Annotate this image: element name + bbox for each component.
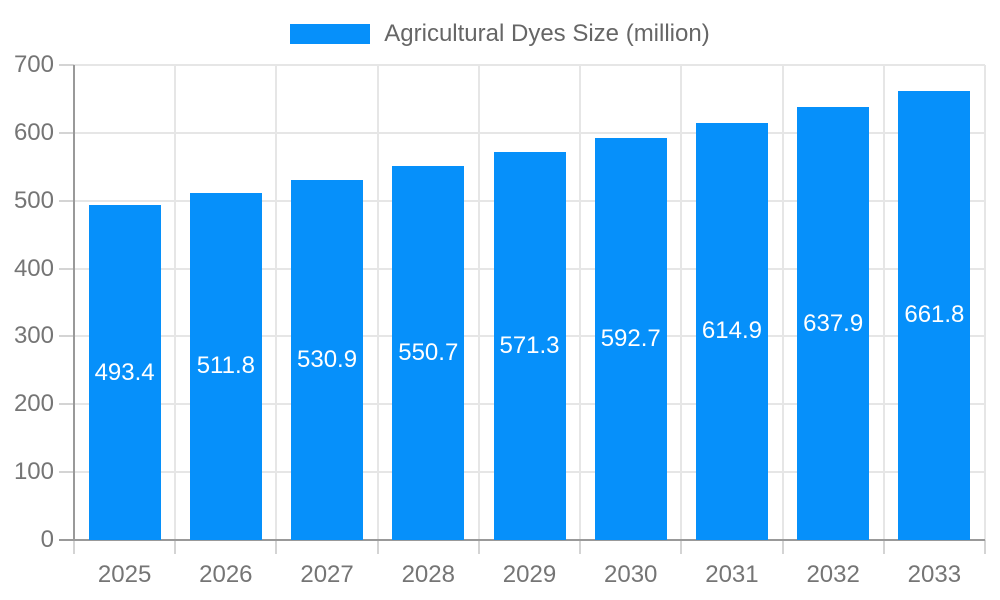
y-axis-tick-label: 400 bbox=[13, 254, 54, 282]
y-axis-tick-label: 300 bbox=[13, 322, 54, 350]
h-gridline bbox=[74, 131, 985, 134]
x-axis-tick bbox=[680, 540, 683, 554]
v-gridline bbox=[275, 65, 278, 540]
bar: 530.9 bbox=[291, 179, 364, 540]
x-axis-tick-label: 2033 bbox=[907, 561, 962, 588]
v-gridline bbox=[477, 65, 480, 540]
x-axis-tick-label: 2025 bbox=[97, 561, 152, 588]
v-gridline bbox=[579, 65, 582, 540]
legend[interactable]: Agricultural Dyes Size (million) bbox=[0, 20, 1000, 48]
x-axis-tick-label: 2031 bbox=[705, 561, 759, 588]
x-axis-tick-label: 2030 bbox=[604, 561, 658, 588]
legend-swatch bbox=[290, 24, 371, 44]
v-gridline bbox=[984, 65, 986, 540]
y-axis-tick bbox=[59, 199, 74, 202]
bar-value-label: 592.7 bbox=[600, 324, 661, 352]
bar-value-label: 530.9 bbox=[297, 345, 358, 373]
legend-label: Agricultural Dyes Size (million) bbox=[384, 20, 710, 47]
x-axis-tick bbox=[376, 540, 379, 554]
x-axis-tick-label: 2028 bbox=[401, 561, 455, 588]
bar-value-label: 550.7 bbox=[398, 339, 459, 367]
x-axis-tick bbox=[984, 540, 986, 554]
y-axis-tick-label: 700 bbox=[13, 51, 54, 78]
v-gridline bbox=[680, 65, 683, 540]
x-axis-tick bbox=[73, 540, 75, 554]
y-axis-tick-label: 200 bbox=[13, 390, 54, 418]
bar-value-label: 637.9 bbox=[803, 309, 864, 337]
y-axis-tick-label: 500 bbox=[13, 186, 54, 214]
x-axis-tick-label: 2029 bbox=[502, 561, 557, 588]
bar-value-label: 571.3 bbox=[499, 332, 560, 360]
bar: 550.7 bbox=[392, 166, 465, 540]
y-axis-tick-label: 100 bbox=[13, 458, 54, 486]
y-axis-tick-label: 600 bbox=[13, 118, 54, 146]
v-gridline bbox=[882, 65, 885, 540]
x-axis-tick bbox=[174, 540, 177, 554]
x-axis-tick bbox=[579, 540, 582, 554]
x-axis-tick-label: 2027 bbox=[300, 561, 354, 588]
bar: 637.9 bbox=[797, 107, 870, 540]
bar: 571.3 bbox=[493, 152, 566, 540]
bar: 592.7 bbox=[594, 137, 667, 540]
h-gridline bbox=[74, 64, 985, 66]
x-axis-tick bbox=[882, 540, 885, 554]
y-axis-tick bbox=[59, 471, 74, 474]
x-axis-tick bbox=[477, 540, 480, 554]
v-gridline bbox=[376, 65, 379, 540]
x-axis-tick-label: 2026 bbox=[199, 561, 253, 588]
y-axis-tick bbox=[59, 403, 74, 406]
x-axis-tick bbox=[275, 540, 278, 554]
bar: 661.8 bbox=[898, 90, 971, 540]
bar: 614.9 bbox=[695, 122, 768, 540]
bar: 511.8 bbox=[189, 192, 262, 540]
y-axis-tick bbox=[59, 267, 74, 270]
bar-value-label: 614.9 bbox=[701, 317, 762, 345]
x-axis-line bbox=[59, 539, 985, 541]
bar-value-label: 511.8 bbox=[196, 352, 255, 380]
y-axis-line bbox=[73, 65, 75, 540]
v-gridline bbox=[174, 65, 177, 540]
y-axis-tick-label: 0 bbox=[40, 526, 54, 553]
bar-value-label: 661.8 bbox=[904, 301, 965, 329]
y-axis-tick bbox=[59, 131, 74, 134]
x-axis-tick bbox=[781, 540, 784, 554]
bar-value-label: 493.4 bbox=[94, 358, 155, 386]
x-axis-tick-label: 2032 bbox=[806, 561, 860, 588]
y-axis-tick bbox=[59, 64, 74, 66]
bar: 493.4 bbox=[88, 205, 161, 540]
v-gridline bbox=[781, 65, 784, 540]
plot-area: 493.4 511.8 530.9 550.7 571.3 592.7 614.9 637.9… bbox=[14, 51, 986, 588]
y-axis-tick bbox=[59, 335, 74, 338]
